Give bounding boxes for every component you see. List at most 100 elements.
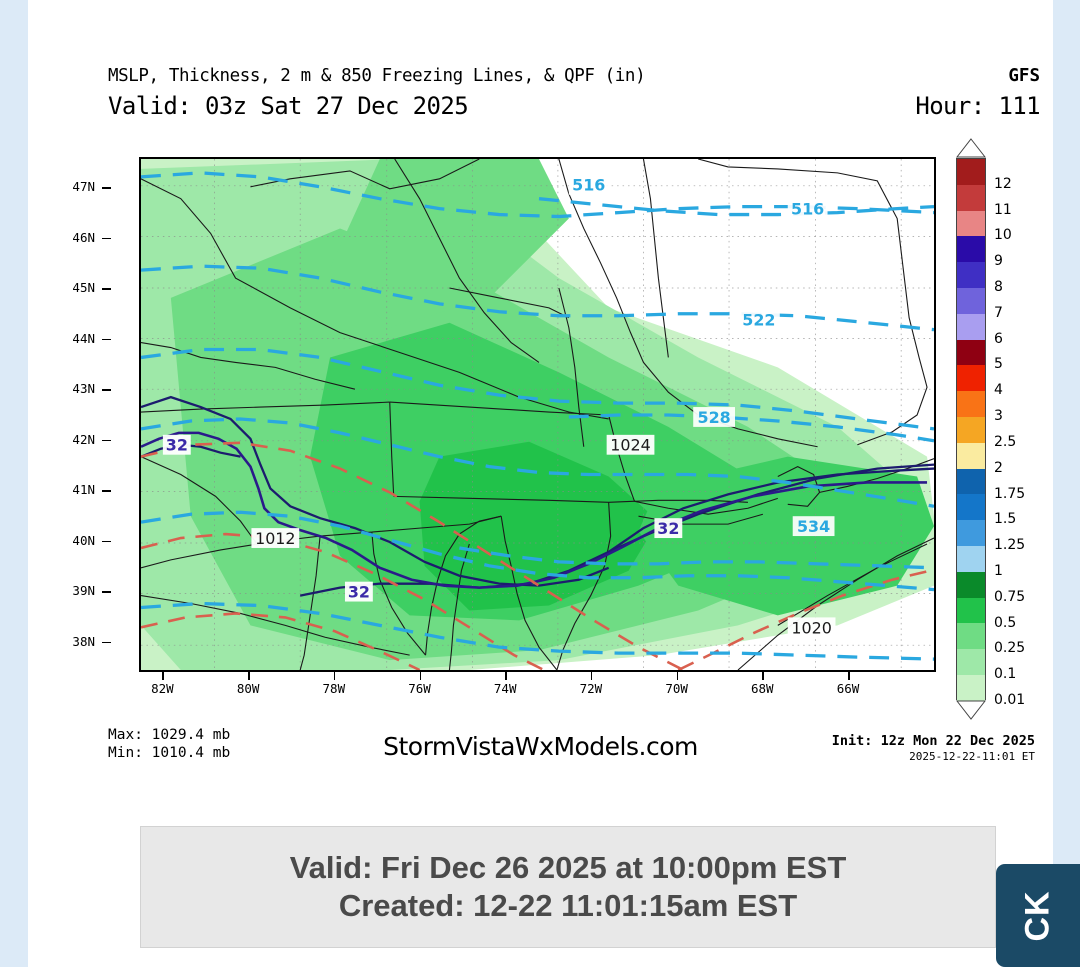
lon-tick-mark [590,672,593,680]
svg-text:516: 516 [791,200,824,219]
weather-map-panel[interactable]: 516 516 522 [139,157,936,672]
colorbar-cell [957,520,985,546]
colorbar-arrow-top-icon [955,138,987,158]
colorbar-cell [957,184,985,211]
colorbar-cell [957,262,985,288]
colorbar-level-label: 7 [994,304,1003,321]
colorbar-cell [957,623,985,650]
caption-box: Valid: Fri Dec 26 2025 at 10:00pm EST Cr… [140,826,996,948]
lon-tick-mark [162,672,164,680]
lat-tick-label: 47N [72,179,95,195]
colorbar-level-label: 0.1 [994,666,1017,683]
forecast-hour-label: Hour: 111 [915,92,1040,120]
lat-tick-label: 43N [72,381,95,397]
valid-time-label: Valid: 03z Sat 27 Dec 2025 [108,92,469,120]
thickness-label-528: 528 [693,407,736,427]
lat-tick-label: 46N [72,229,95,245]
lon-tick-mark [848,672,850,680]
lon-tick-label: 66W [836,681,860,696]
colorbar-cell [957,159,985,185]
lat-tick-mark [102,641,111,644]
lon-tick-mark [505,672,507,680]
freezing-label-32-e: 32 [654,518,683,538]
svg-text:528: 528 [698,408,731,427]
lat-tick-label: 39N [72,583,95,599]
model-name-label: GFS [1008,66,1040,86]
content-sheet: MSLP, Thickness, 2 m & 850 Freezing Line… [28,0,1053,967]
lon-tick-mark [762,672,764,680]
lat-tick-label: 45N [72,280,95,296]
lon-tick-label: 68W [751,681,774,696]
feedback-tab-button[interactable]: CK [996,864,1080,967]
max-pressure-label: Max: 1029.4 mb [108,727,231,743]
colorbar-level-label: 3 [994,408,1003,425]
lon-tick-label: 80W [236,681,260,696]
lon-tick-label: 70W [665,681,688,696]
svg-text:1024: 1024 [610,436,650,455]
colorbar-arrow-bottom-icon [955,700,987,720]
thickness-label-516-east: 516 [787,198,828,219]
colorbar-cell [957,649,985,675]
colorbar-level-label: 5 [994,356,1003,373]
colorbar-cell [957,416,985,443]
svg-text:516: 516 [572,176,605,195]
lat-tick-mark [102,490,111,492]
colorbar-cell [957,236,985,263]
lat-tick-mark [102,237,111,240]
svg-text:1012: 1012 [255,529,295,548]
lat-tick-mark [102,338,111,341]
mslp-label-1020: 1020 [787,617,836,637]
colorbar-level-label: 1.75 [994,485,1026,502]
colorbar-cell [957,313,985,340]
lon-tick-label: 78W [322,681,346,696]
colorbar-cell [957,674,985,701]
colorbar-level-label: 10 [994,227,1012,244]
colorbar-cell [957,597,985,624]
colorbar-level-label: 1 [994,562,1003,579]
lon-tick-mark [419,672,422,680]
colorbar-level-label: 6 [994,330,1003,347]
header-line-2: Valid: 03z Sat 27 Dec 2025 Hour: 111 [108,92,1041,124]
thickness-label-522: 522 [737,309,780,330]
lat-tick-label: 40N [72,532,95,548]
colorbar-level-label: 0.25 [994,640,1026,657]
lat-tick-mark [102,389,111,391]
init-time-label: Init: 12z Mon 22 Dec 2025 [831,733,1035,749]
colorbar-level-label: 2 [994,459,1003,476]
mslp-label-1012: 1012 [251,528,300,548]
lat-tick-label: 42N [72,431,95,447]
lat-tick-mark [102,187,111,189]
freezing-label-32-sw: 32 [344,581,373,602]
lon-tick-mark [248,672,250,680]
colorbar-cell [957,468,985,495]
chart-header: MSLP, Thickness, 2 m & 850 Freezing Line… [108,66,1041,126]
svg-text:32: 32 [348,583,370,602]
colorbar-cell [957,391,985,417]
qpf-colorbar: 12 11 10 9 8 7 6 5 4 3 2.5 2 1.75 1.5 1.25 1 0.75 0.5 0.25… [955,138,1036,720]
svg-text:534: 534 [797,517,830,536]
header-line-1: MSLP, Thickness, 2 m & 850 Freezing Line… [108,66,1040,92]
page-title: MSLP, Thickness, 2 m & 850 Freezing Line… [108,66,646,86]
colorbar-cell [957,287,985,314]
svg-text:522: 522 [742,311,775,330]
colorbar-level-label: 0.01 [994,692,1026,708]
colorbar-level-label: 0.5 [994,614,1017,631]
lat-tick-mark [102,591,111,593]
colorbar-level-label: 11 [994,201,1012,218]
init-timestamp: 2025-12-22-11:01 ET [909,750,1035,763]
lon-tick-mark [333,672,336,680]
svg-text:1020: 1020 [791,618,831,637]
weather-map-svg: 516 516 522 [141,159,934,670]
colorbar-cell [957,442,985,469]
colorbar-cell [957,339,985,366]
freezing-label-32-nw: 32 [162,434,191,455]
svg-text:32: 32 [657,519,679,538]
lon-tick-label: 76W [408,681,431,696]
lat-tick-mark [102,288,111,290]
colorbar-level-label: 1.25 [994,537,1026,554]
colorbar-level-label: 4 [994,382,1003,399]
caption-created-line: Created: 12-22 11:01:15am EST [338,888,798,923]
colorbar-level-label: 2.5 [994,433,1017,450]
min-pressure-label: Min: 1010.4 mb [108,745,231,761]
